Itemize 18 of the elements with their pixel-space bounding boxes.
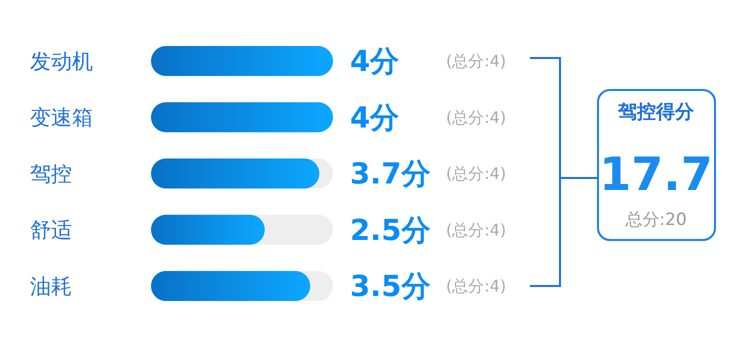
y-tick-label: 驾控: [30, 162, 72, 186]
data-label: 3.7分: [350, 156, 432, 191]
data-label: 4分: [350, 100, 400, 134]
data-label: 3.5分: [350, 269, 432, 304]
text: (总分:4): [446, 276, 506, 296]
y-tick-label: 变速箱: [30, 106, 93, 130]
y-tick-label: 舒适: [30, 218, 72, 242]
text: 驾控得分: [617, 101, 695, 123]
data-label: 4分: [350, 44, 400, 78]
text: 17.7: [599, 147, 713, 201]
text: (总分:4): [446, 220, 506, 240]
y-tick-label: 油耗: [30, 274, 72, 298]
text: (总分:4): [446, 164, 506, 184]
data-label: 2.5分: [350, 212, 432, 247]
y-tick-label: 发动机: [30, 49, 93, 74]
text: 总分:20: [624, 210, 687, 230]
text: (总分:4): [446, 52, 506, 71]
text: (总分:4): [446, 108, 506, 127]
